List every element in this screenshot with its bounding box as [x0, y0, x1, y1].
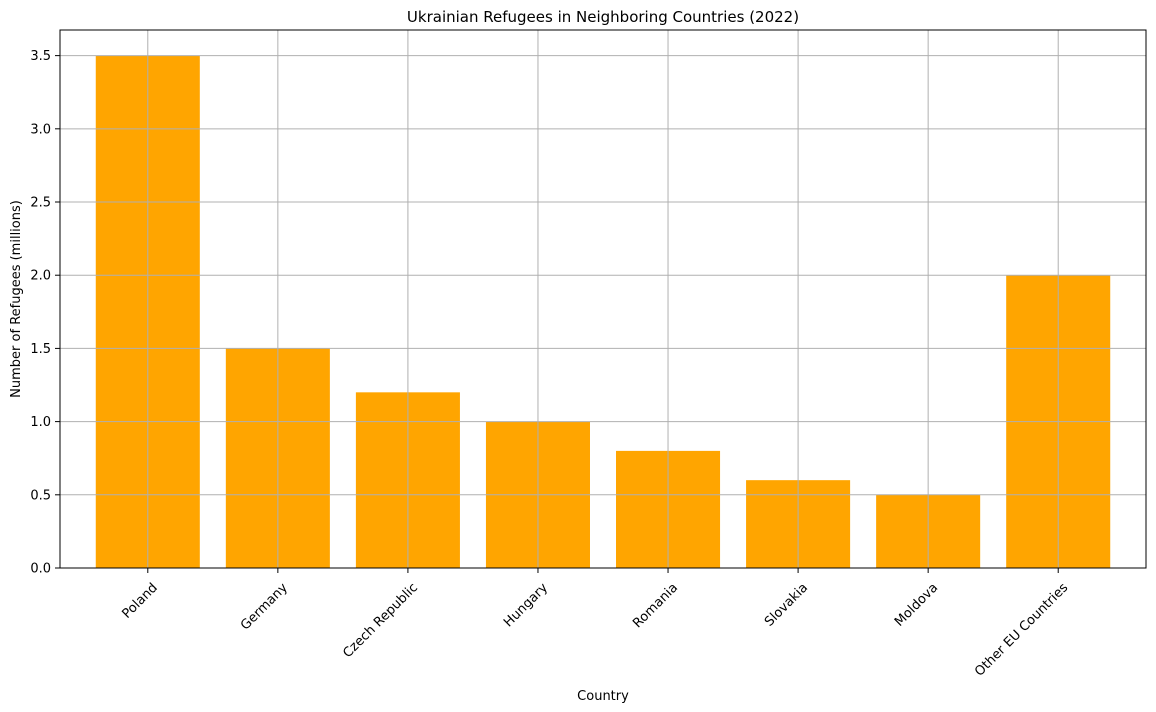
plot-frame: [59, 29, 1147, 569]
x-tick-label: Slovakia: [762, 580, 811, 629]
y-tick-label: 2.0: [30, 269, 51, 284]
y-axis-ticks: 0.0 0.5 1.0 1.5 2.0 2.5 3.0 3.5: [30, 49, 60, 577]
x-tick-label: Hungary: [501, 580, 551, 630]
x-tick-label: Poland: [120, 580, 161, 621]
y-axis-label: Number of Refugees (millions): [9, 200, 24, 398]
bars: [95, 55, 1111, 569]
y-tick-label: 1.0: [30, 415, 51, 430]
x-axis-ticks: Poland Germany Czech Republic Hungary Romani…: [120, 568, 1071, 680]
x-tick-label: Other EU Countries: [972, 580, 1071, 679]
x-tick-label: Czech Republic: [340, 580, 421, 661]
x-tick-label: Moldova: [892, 580, 941, 629]
x-tick-label: Romania: [630, 580, 681, 631]
y-tick-label: 3.0: [30, 122, 51, 137]
y-tick-label: 0.5: [30, 488, 51, 503]
x-axis-label: Country: [577, 689, 629, 704]
y-tick-label: 3.5: [30, 49, 51, 64]
x-tick-label: Germany: [238, 580, 291, 633]
grid: [60, 30, 1146, 569]
chart-title: Ukrainian Refugees in Neighboring Countr…: [407, 8, 799, 26]
y-tick-label: 1.5: [30, 342, 51, 357]
y-tick-label: 0.0: [30, 562, 51, 577]
y-tick-label: 2.5: [30, 196, 51, 211]
